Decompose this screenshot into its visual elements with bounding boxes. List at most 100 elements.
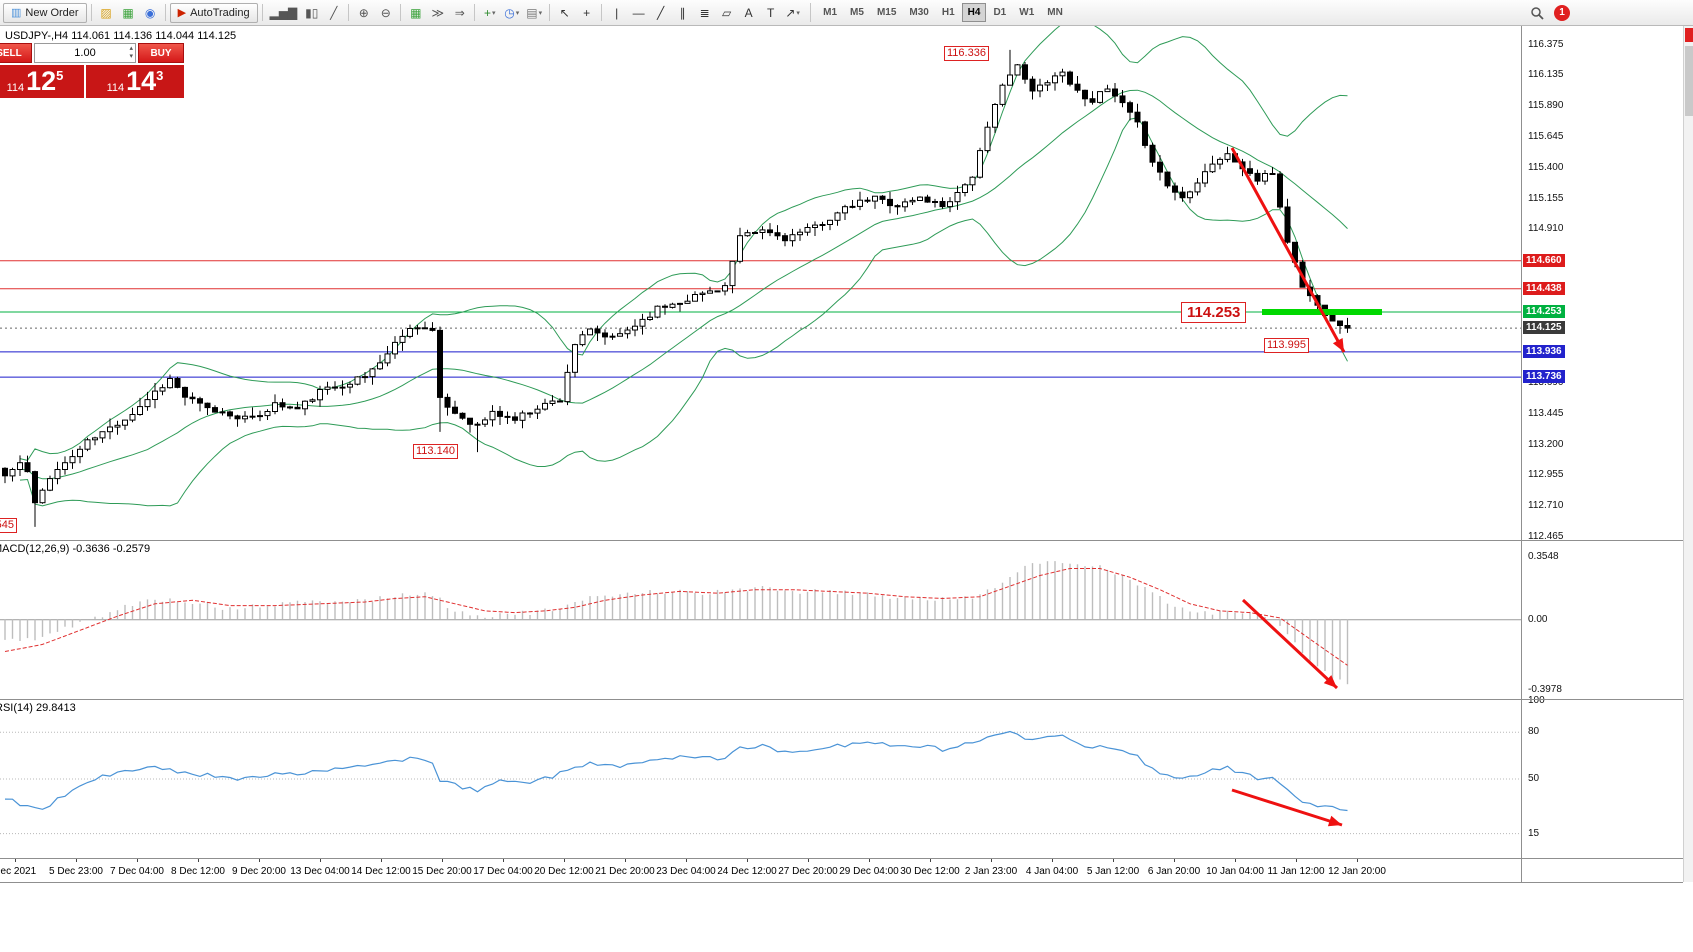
toolbar-separator [400, 4, 402, 21]
candlestick-chart-icon[interactable]: ▮▯ [305, 5, 319, 20]
price-label-113140[interactable]: 113.140 [413, 444, 458, 459]
horizontal-line-icon[interactable]: — [632, 5, 645, 20]
text-label-icon[interactable]: T [766, 5, 775, 20]
line-chart-icon[interactable]: ╱ [330, 5, 338, 20]
bar-chart-icon[interactable]: ▂▅▇ [269, 5, 298, 20]
rsi-axis-label: 50 [1528, 773, 1540, 784]
new-chart-icon[interactable]: + ▾ [484, 5, 496, 20]
time-axis-tick [1296, 858, 1297, 862]
time-axis-tick [1052, 858, 1053, 862]
price-scale[interactable]: 116.375 116.135 115.890 115.645 115.400 115.1… [1521, 26, 1683, 882]
buy-button[interactable]: BUY [138, 43, 184, 63]
vertical-line-icon[interactable]: | [615, 5, 619, 20]
time-axis-label: 21 Dec 20:00 [595, 866, 655, 877]
search-icon[interactable] [1526, 3, 1547, 23]
timeframe-m15[interactable]: M15 [876, 7, 897, 18]
price-chart-canvas[interactable] [0, 26, 1521, 540]
text-icon[interactable]: A [744, 5, 753, 20]
price-axis-label: 112.710 [1528, 500, 1564, 512]
sell-button[interactable]: SELL [0, 43, 32, 63]
profiles-icon[interactable]: ◷ ▾ [504, 5, 520, 20]
green-chart-icon[interactable]: ▦ [122, 5, 134, 20]
equidistant-channel-icon[interactable]: ∥ [679, 5, 686, 20]
time-axis-tick [625, 858, 626, 862]
indicators-icon[interactable]: ▤ ▾ [526, 5, 543, 20]
zoom-out-icon[interactable]: ⊖ [380, 5, 391, 20]
fibonacci-icon[interactable]: ≣ [699, 5, 710, 20]
blue-globe-icon[interactable]: ◉ [144, 5, 156, 20]
price-label-113995[interactable]: 113.995 [1264, 338, 1309, 353]
macd-panel: MACD(12,26,9) -0.3636 -0.2579 [0, 540, 1521, 699]
panel-separator[interactable] [0, 540, 1683, 541]
time-axis-tick [930, 858, 931, 862]
time-axis-label: 3 Dec 2021 [0, 866, 37, 877]
bollinger-bands [19, 26, 1348, 507]
timeframe-m1[interactable]: M1 [823, 7, 838, 18]
rsi-line [4, 730, 1348, 812]
timeframe-mn[interactable]: MN [1047, 7, 1063, 18]
timeframe-m5[interactable]: M5 [850, 7, 864, 18]
price-axis-boxed-label: 114.125 [1523, 321, 1565, 335]
shift-chart-icon[interactable]: ⇒ [454, 5, 465, 20]
yellow-folder-icon[interactable]: ▨ [100, 5, 112, 20]
volume-input[interactable]: 1.00 ▴ ▾ [34, 43, 136, 63]
toolbar-separator [601, 4, 603, 21]
price-axis-label: 115.155 [1528, 192, 1564, 204]
scrollbar-thumb[interactable] [1685, 46, 1693, 116]
rsi-canvas[interactable] [0, 699, 1521, 858]
time-axis-border [0, 858, 1683, 859]
time-axis-label: 7 Dec 04:00 [110, 866, 164, 877]
trend-arrow-head [1323, 675, 1337, 688]
autotrading-button[interactable]: ▶ AutoTrading [169, 2, 258, 23]
timeframe-group: M1 M5 M15 M30 H1 H4 D1 W1 MN [810, 3, 1069, 22]
macd-signal-line [4, 568, 1348, 666]
time-axis-label: 9 Dec 20:00 [232, 866, 286, 877]
timeframe-h4[interactable]: H4 [961, 3, 987, 22]
time-axis-tick [991, 858, 992, 862]
candlesticks [2, 49, 1351, 527]
new-order-button-label: New Order [25, 6, 79, 19]
time-axis-label: 20 Dec 12:00 [534, 866, 594, 877]
trend-arrow-head [1327, 815, 1342, 827]
buy-price[interactable]: 114 14 3 [86, 65, 184, 98]
price-label-116336[interactable]: 116.336 [944, 46, 989, 61]
sell-price-big: 12 [26, 66, 57, 96]
macd-canvas[interactable] [0, 540, 1521, 699]
time-axis-label: 27 Dec 20:00 [778, 866, 838, 877]
trend-arrow [1241, 598, 1339, 690]
volume-down-button[interactable]: ▾ [129, 53, 133, 60]
price-axis-label: 113.200 [1528, 438, 1564, 450]
price-label-112545[interactable]: 112.545 [0, 518, 17, 533]
time-axis-tick [808, 858, 809, 862]
time-axis-label: 5 Dec 23:00 [49, 866, 103, 877]
buy-price-sup: 3 [156, 68, 164, 83]
sell-price-sup: 5 [56, 68, 64, 83]
tile-windows-icon[interactable]: ▦ [410, 5, 422, 20]
macd-histogram [4, 561, 1349, 685]
toolbar-separator [164, 4, 166, 21]
timeframe-m30[interactable]: M30 [909, 7, 929, 18]
time-axis-label: 29 Dec 04:00 [839, 866, 899, 877]
timeframe-h1[interactable]: H1 [941, 7, 955, 18]
shapes-icon[interactable]: ▱ [722, 5, 732, 20]
notification-badge[interactable]: 1 [1554, 4, 1570, 21]
auto-scroll-icon[interactable]: ≫ [431, 5, 445, 20]
panel-separator[interactable] [0, 699, 1683, 700]
timeframe-w1[interactable]: W1 [1019, 7, 1035, 18]
volume-up-button[interactable]: ▴ [129, 45, 133, 52]
timeframe-d1[interactable]: D1 [993, 7, 1007, 18]
vertical-scrollbar[interactable] [1683, 26, 1693, 882]
zoom-in-icon[interactable]: ⊕ [358, 5, 369, 20]
crosshair-icon[interactable]: + [583, 5, 591, 20]
price-axis-boxed-label: 113.936 [1523, 344, 1565, 358]
price-label-114253[interactable]: 114.253 [1181, 302, 1247, 323]
rsi-axis-label: 80 [1528, 726, 1540, 738]
scroll-top-button[interactable] [1685, 28, 1693, 42]
trendline-icon[interactable]: ╱ [657, 5, 665, 20]
arrows-icon[interactable]: ↗ ▾ [785, 5, 800, 20]
time-axis[interactable]: 3 Dec 2021 5 Dec 23:00 7 Dec 04:00 8 Dec 12… [0, 858, 1521, 882]
cursor-icon[interactable]: ↖ [559, 5, 570, 20]
volume-stepper: ▴ ▾ [129, 45, 133, 61]
sell-price[interactable]: 114 12 5 [0, 65, 84, 98]
new-order-button[interactable]: ▥ New Order [3, 2, 87, 23]
